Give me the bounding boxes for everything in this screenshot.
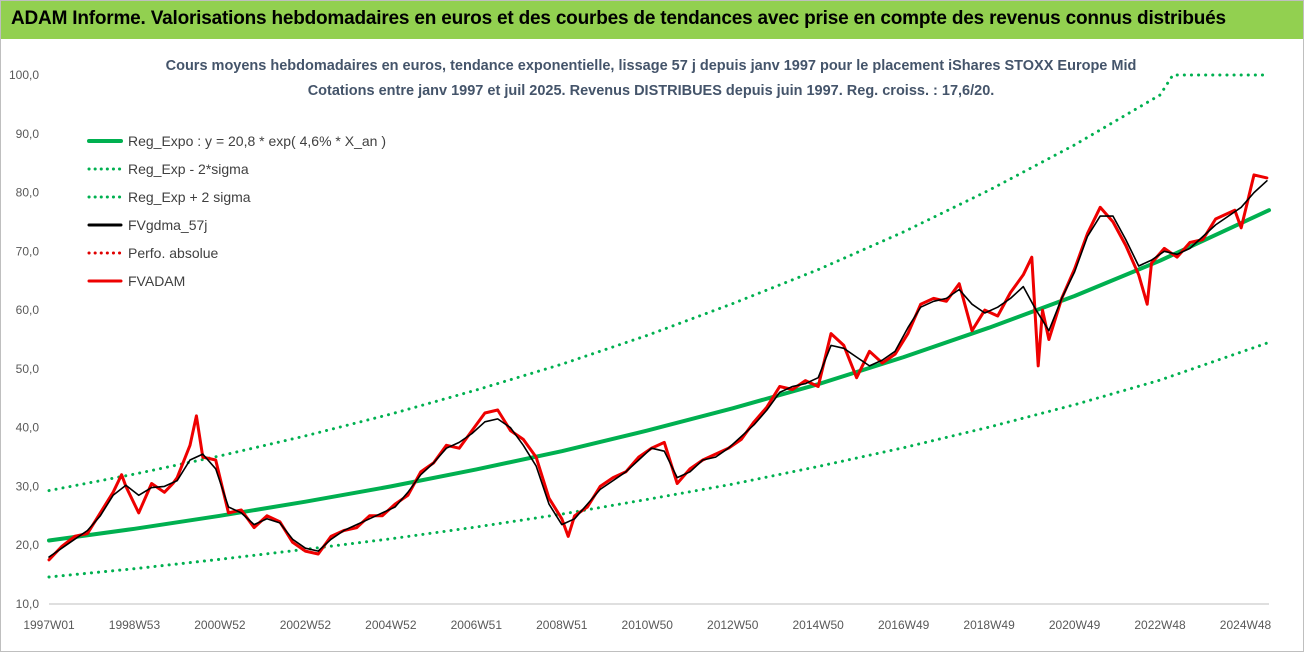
y-tick-label: 60,0 (16, 303, 40, 317)
legend-label: Reg_Exp + 2 sigma (128, 189, 251, 205)
chart-title: Cours moyens hebdomadaires en euros, ten… (166, 58, 1137, 74)
x-tick-label: 2000W52 (194, 618, 246, 632)
legend-label: FVADAM (128, 273, 185, 289)
series-line (47, 173, 1269, 562)
x-tick-label: 1998W53 (109, 618, 161, 632)
chart-subtitle: Cotations entre janv 1997 et juil 2025. … (308, 83, 995, 99)
y-tick-label: 50,0 (16, 362, 40, 376)
y-axis-tick-labels: 10,0 20,0 30,0 40,0 50,0 60,0 70,0 80,0 90,0 100,… (9, 68, 39, 611)
y-tick-label: 70,0 (16, 244, 40, 258)
y-tick-label: 40,0 (16, 421, 40, 435)
x-tick-label: 2002W52 (280, 618, 332, 632)
y-tick-label: 30,0 (16, 479, 40, 493)
x-tick-label: 2014W50 (792, 618, 844, 632)
series-line (48, 180, 1268, 558)
x-tick-label: 2016W49 (878, 618, 930, 632)
x-tick-label: 2024W48 (1220, 618, 1272, 632)
x-tick-label: 1997W01 (23, 618, 75, 632)
series-lines (47, 73, 1271, 579)
legend-label: Perfo. absolue (128, 245, 218, 261)
series-line (47, 208, 1271, 543)
x-tick-label: 2008W51 (536, 618, 588, 632)
x-tick-label: 2022W48 (1134, 618, 1186, 632)
y-tick-label: 100,0 (9, 68, 39, 82)
legend-label: FVgdma_57j (128, 217, 207, 233)
banner-title: ADAM Informe. Valorisations hebdomadaire… (11, 8, 1226, 29)
x-axis-tick-labels: 1997W01 1998W53 2000W52 2002W52 2004W52 2006W… (23, 618, 1271, 632)
chart: Cours moyens hebdomadaires en euros, ten… (9, 58, 1272, 632)
x-tick-label: 2012W50 (707, 618, 759, 632)
y-tick-label: 20,0 (16, 538, 40, 552)
x-tick-label: 2018W49 (963, 618, 1015, 632)
legend-label: Reg_Exp - 2*sigma (128, 161, 249, 177)
x-tick-label: 2020W49 (1049, 618, 1101, 632)
series-line (47, 340, 1271, 579)
legend: Reg_Expo : y = 20,8 * exp( 4,6% * X_an )… (87, 133, 386, 289)
y-tick-label: 90,0 (16, 127, 40, 141)
title-banner: ADAM Informe. Valorisations hebdomadaire… (1, 1, 1303, 39)
x-tick-label: 2006W51 (451, 618, 503, 632)
y-tick-label: 80,0 (16, 186, 40, 200)
y-tick-label: 10,0 (16, 597, 40, 611)
series-line (47, 73, 1271, 493)
x-tick-label: 2004W52 (365, 618, 417, 632)
legend-label: Reg_Expo : y = 20,8 * exp( 4,6% * X_an ) (128, 133, 386, 149)
x-tick-label: 2010W50 (622, 618, 674, 632)
